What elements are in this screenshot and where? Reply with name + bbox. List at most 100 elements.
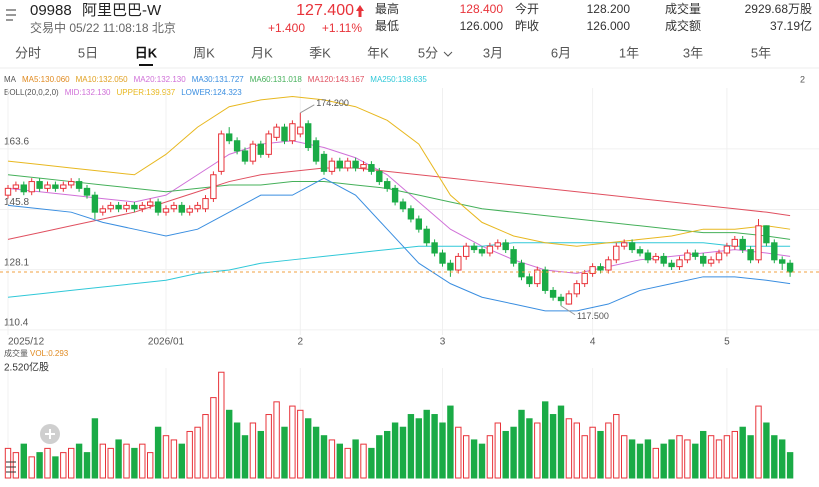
vol-legend: 成交量 — [4, 348, 28, 358]
candle-body — [628, 242, 636, 251]
volume-bar — [431, 414, 438, 479]
volume-bar — [115, 439, 122, 479]
volume-bar — [755, 405, 762, 479]
volume-bar — [257, 430, 265, 479]
tab[interactable]: 日K — [135, 45, 158, 60]
stat-label: 成交额 — [665, 18, 701, 33]
volume-bar — [391, 422, 399, 479]
candle-body — [486, 245, 494, 254]
annotation-leader — [560, 305, 576, 316]
volume-bar — [613, 414, 620, 479]
legend-toggle[interactable]: 2 — [800, 74, 805, 84]
stat-label: 成交量 — [665, 1, 701, 16]
candle-body — [83, 187, 91, 196]
tab[interactable]: 季K — [309, 45, 331, 60]
volume-bar — [478, 443, 486, 479]
candle-body — [399, 201, 407, 210]
volume-bar — [320, 435, 328, 479]
volume-bar — [771, 435, 778, 479]
menu-icon-bottom[interactable] — [6, 461, 16, 473]
candle-body — [233, 140, 241, 152]
volume-bar — [763, 422, 770, 479]
menu-icon[interactable] — [6, 9, 16, 21]
tab[interactable]: 年K — [367, 45, 389, 60]
candle-body — [652, 255, 659, 261]
zoom-button[interactable] — [40, 424, 60, 444]
volume-bar — [12, 452, 20, 479]
volume-bar — [636, 443, 644, 479]
candle-body — [447, 262, 454, 271]
volume-bar — [542, 401, 549, 479]
volume-bar — [565, 418, 573, 479]
candle-body — [265, 133, 272, 155]
tab[interactable]: 分时 — [15, 45, 41, 60]
volume-bar — [131, 447, 138, 479]
candle-body — [676, 259, 683, 268]
candle-body — [305, 123, 312, 149]
volume-bar — [281, 426, 288, 479]
indicator-line — [7, 174, 791, 240]
candle-body — [415, 218, 423, 230]
candle-body — [636, 249, 644, 254]
candle-body — [771, 242, 778, 261]
volume-bar — [589, 426, 596, 479]
tab[interactable]: 1年 — [619, 45, 639, 60]
volume-bar — [415, 418, 423, 479]
candle-body — [542, 269, 549, 291]
indicator-line — [7, 96, 791, 247]
candle-body — [786, 262, 794, 273]
tab[interactable]: 5日 — [78, 45, 98, 60]
volume-bar — [573, 422, 580, 479]
candle-body — [391, 187, 399, 203]
volume-bar — [344, 447, 351, 479]
candle-body — [360, 164, 367, 169]
candle-body — [431, 242, 438, 254]
candle-body — [660, 255, 667, 264]
volume-bar — [20, 443, 28, 479]
volume-bar — [91, 418, 99, 479]
volume-bar — [147, 452, 154, 479]
stat-label: 最低 — [375, 19, 399, 33]
candle-body — [194, 204, 201, 210]
candle-body — [328, 160, 336, 172]
tab[interactable]: 5年 — [751, 45, 771, 60]
boll-legend: MID:132.130 — [65, 88, 111, 97]
tab[interactable]: 6月 — [551, 45, 571, 60]
volume-bar — [202, 414, 209, 479]
volume-bar — [739, 426, 746, 479]
y-tick-label: 128.1 — [4, 257, 29, 268]
volume-bar — [312, 426, 320, 479]
tab[interactable]: 周K — [193, 45, 215, 60]
ma-legend: MA — [4, 75, 17, 84]
volume-bar — [510, 426, 517, 479]
candle-body — [162, 208, 170, 213]
volume-bar — [692, 443, 699, 479]
candle-body — [115, 204, 122, 210]
tab[interactable]: 月K — [251, 45, 273, 60]
candle-body — [549, 289, 557, 298]
dropdown-arrow — [443, 51, 453, 57]
candle-body — [44, 184, 51, 189]
volume-bar — [668, 439, 675, 479]
volume-bar — [549, 414, 557, 479]
candle-body — [565, 293, 573, 305]
tab[interactable]: 3月 — [483, 45, 503, 60]
ma-legend: MA20:132.130 — [134, 75, 187, 84]
candle-body — [52, 184, 59, 189]
tab[interactable]: 3年 — [683, 45, 703, 60]
volume-bar — [376, 435, 383, 479]
volume-bar — [289, 405, 296, 479]
volume-bar — [186, 430, 193, 479]
stat-value: 128.400 — [460, 2, 504, 16]
volume-bar — [644, 439, 652, 479]
tab[interactable]: 5分 — [418, 45, 438, 60]
up-arrow — [356, 5, 364, 17]
ma-legend: MA60:131.018 — [250, 75, 303, 84]
stat-label: 今开 — [515, 1, 539, 16]
volume-bar — [305, 418, 312, 479]
volume-bar — [684, 439, 691, 479]
candle-body — [4, 187, 12, 196]
candle-body — [526, 276, 533, 285]
volume-bar — [336, 443, 344, 479]
